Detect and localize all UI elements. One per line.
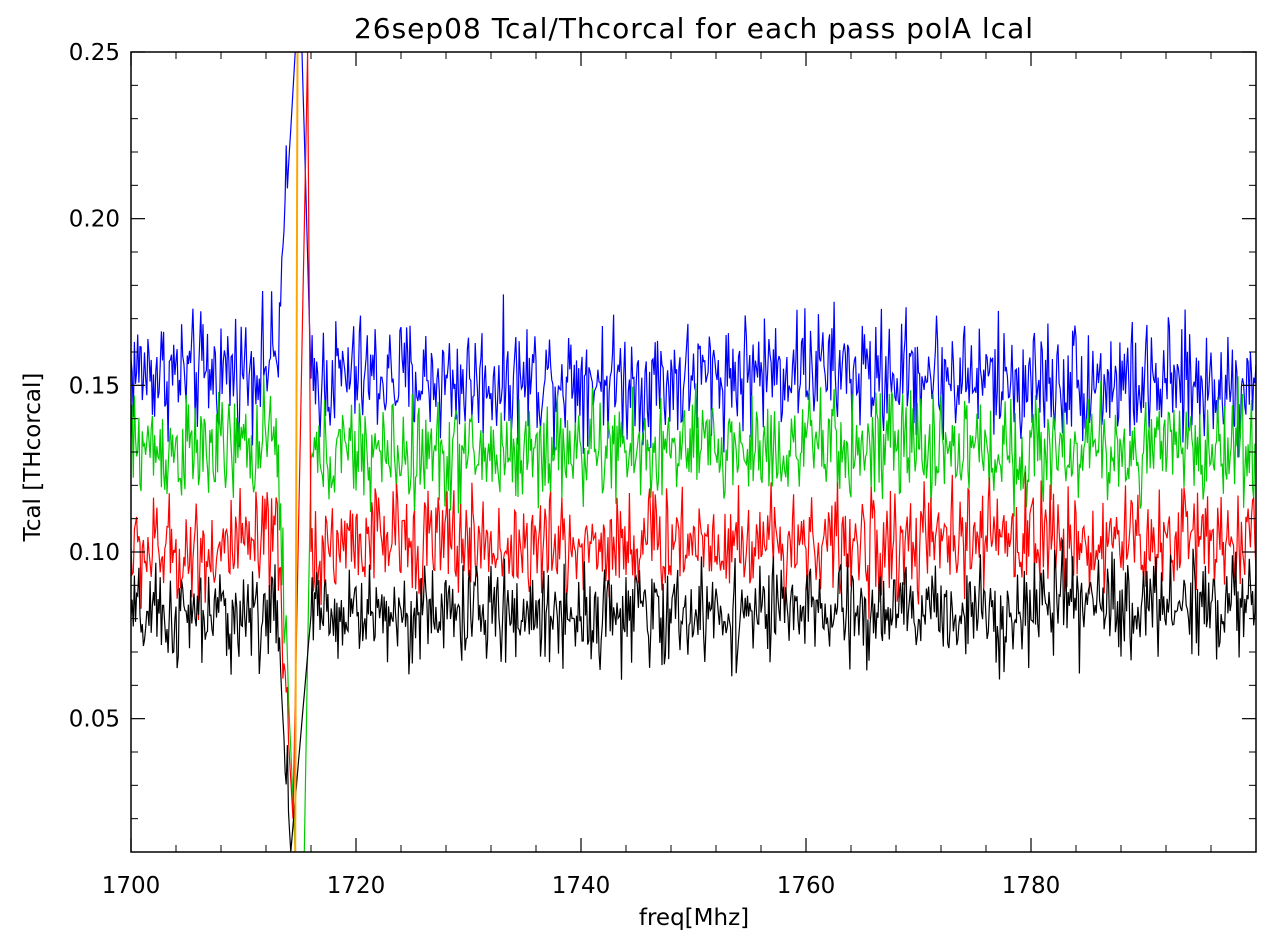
x-tick-label: 1760: [777, 873, 836, 899]
series-line-3: [131, 52, 1256, 819]
x-tick-label: 1780: [1002, 873, 1061, 899]
y-tick-label: 0.20: [69, 207, 120, 233]
x-axis-label: freq[Mhz]: [639, 905, 749, 931]
x-tick-label: 1700: [102, 873, 161, 899]
chart-title: 26sep08 Tcal/Thcorcal for each pass polA…: [354, 12, 1034, 45]
series-line-5: [294, 52, 299, 852]
x-tick-label: 1720: [327, 873, 386, 899]
y-axis-label: Tcal [THcorcal]: [20, 373, 46, 543]
series-line-2: [131, 374, 1256, 852]
series-line-4: [131, 539, 1256, 852]
axes-layer: 1700 1720 1740 1760 1780 0.05 0.10 0.15 0.20 0.25: [69, 40, 1257, 899]
x-tick-label: 1740: [552, 873, 611, 899]
y-tick-label: 0.15: [69, 373, 120, 399]
series-line-1: [131, 52, 1256, 458]
y-tick-label: 0.25: [69, 40, 120, 66]
series-layer: [131, 52, 1256, 852]
y-tick-label: 0.10: [69, 540, 120, 566]
y-tick-label: 0.05: [69, 707, 120, 733]
